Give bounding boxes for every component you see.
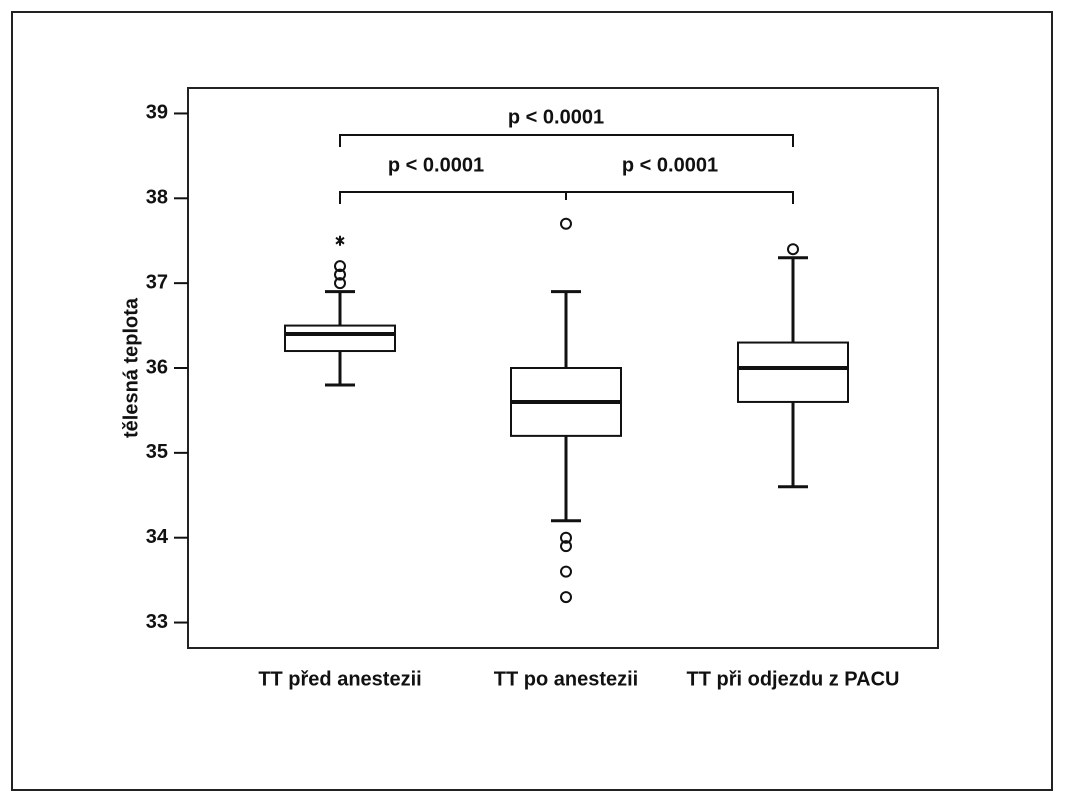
outlier xyxy=(334,277,346,290)
y-tick-label: 37 xyxy=(146,271,168,293)
outlier xyxy=(560,531,572,544)
y-axis-label: tělesná teplota xyxy=(120,297,142,438)
y-tick-label: 34 xyxy=(146,526,169,548)
extreme xyxy=(335,235,345,246)
outlier xyxy=(334,260,346,273)
bracket xyxy=(339,191,794,204)
y-tick-label: 35 xyxy=(146,441,168,463)
outlier xyxy=(787,243,799,256)
box xyxy=(284,324,396,353)
outlier xyxy=(560,565,572,578)
outlier xyxy=(560,540,572,553)
box xyxy=(737,341,849,403)
annotation: p < 0.0001 xyxy=(508,106,604,128)
bracket xyxy=(339,134,794,147)
x-tick-label: TT při odjezdu z PACU xyxy=(687,668,900,690)
annotation: p < 0.0001 xyxy=(622,154,718,176)
outlier xyxy=(334,268,346,281)
annotation: p < 0.0001 xyxy=(388,154,484,176)
y-tick-label: 36 xyxy=(146,356,168,378)
outlier xyxy=(560,591,572,604)
x-tick-label: TT před anestezii xyxy=(258,668,421,690)
y-tick-label: 38 xyxy=(146,187,168,209)
x-tick-label: TT po anestezii xyxy=(494,668,638,690)
outlier xyxy=(560,217,572,230)
y-tick-label: 33 xyxy=(146,611,168,633)
y-tick-label: 39 xyxy=(146,102,168,124)
